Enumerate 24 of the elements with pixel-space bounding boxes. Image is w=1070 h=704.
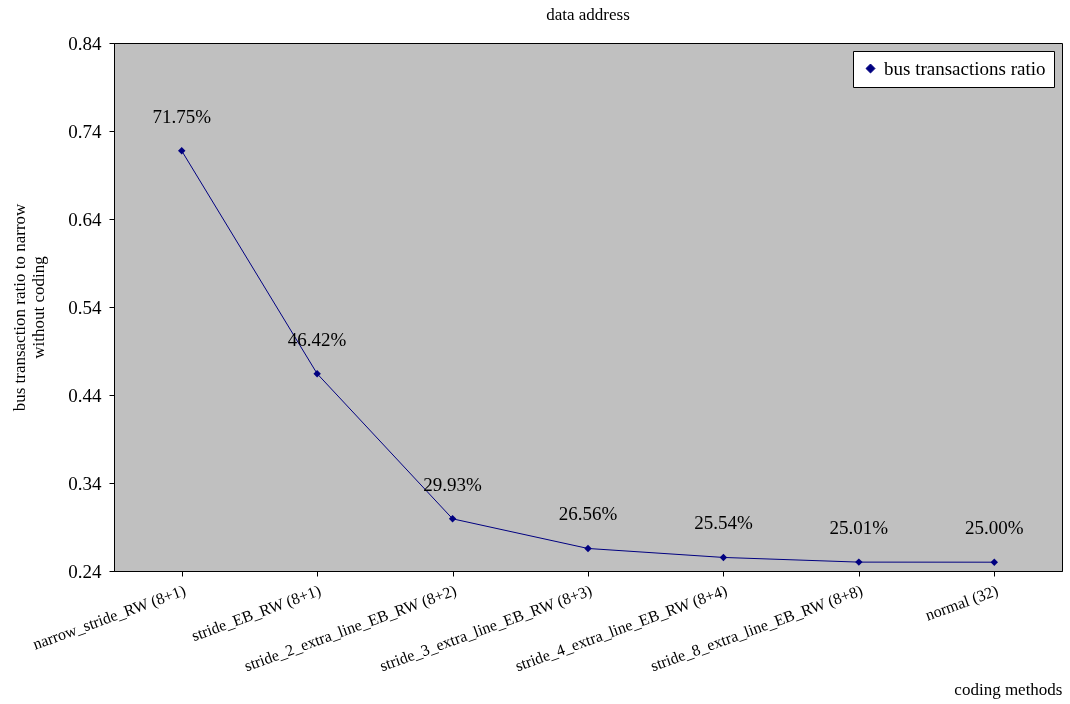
- y-tick-label: 0.64: [68, 208, 102, 230]
- y-axis-title: bus transaction ratio to narrow without coding: [10, 202, 49, 412]
- y-tick-label: 0.24: [68, 560, 102, 582]
- point: [584, 544, 592, 553]
- data-label: 26.56%: [558, 503, 618, 525]
- chart-title: data address: [546, 5, 630, 24]
- data-label: 71.75%: [152, 105, 212, 127]
- data-label: 29.93%: [423, 473, 483, 495]
- y-tick-label: 0.54: [68, 296, 102, 318]
- data-label: 25.00%: [965, 517, 1024, 539]
- point: [990, 558, 998, 566]
- y-tick-label: 0.74: [68, 120, 102, 142]
- x-tick-label: normal (32): [923, 581, 1001, 625]
- data-label: 25.54%: [694, 512, 753, 534]
- point: [448, 515, 457, 523]
- legend-label: bus transactions ratio: [884, 57, 1046, 79]
- y-tick-label: 0.44: [68, 384, 102, 406]
- point: [178, 147, 186, 155]
- data-label: 25.01%: [829, 517, 889, 539]
- y-tick-label: 0.34: [68, 472, 102, 494]
- x-axis-title: coding methods: [954, 680, 1063, 700]
- point: [313, 370, 321, 378]
- y-tick-label: 0.84: [68, 32, 102, 54]
- point: [719, 553, 728, 562]
